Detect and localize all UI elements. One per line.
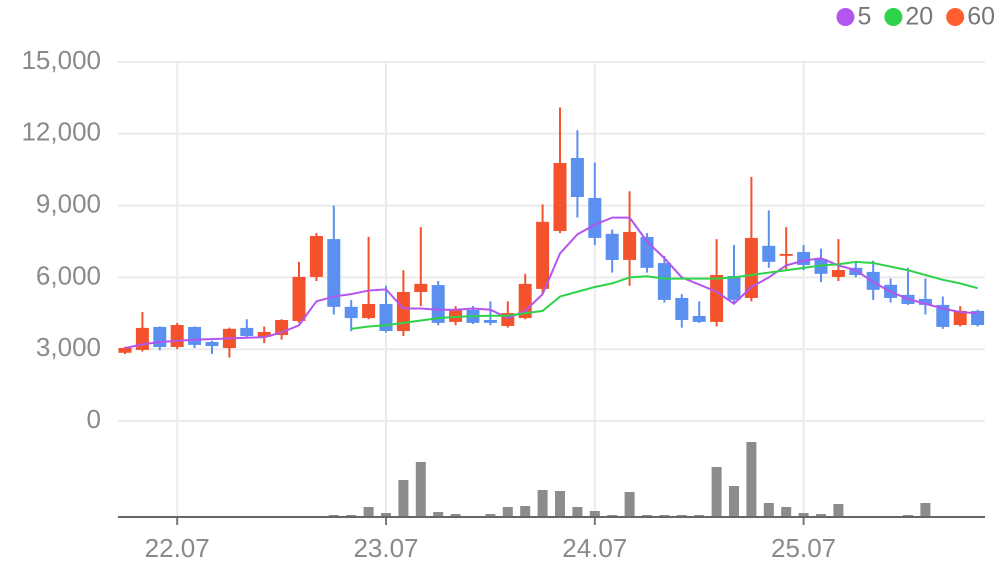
- candle-body: [344, 306, 358, 319]
- candle-body: [414, 283, 428, 292]
- y-tick-label: 6,000: [36, 260, 101, 290]
- ma-line: [351, 260, 978, 330]
- volume-bar: [433, 512, 444, 517]
- candle-body: [779, 253, 793, 256]
- candle-body: [205, 342, 219, 347]
- candle-body: [953, 310, 967, 326]
- candle-body: [431, 285, 445, 323]
- candle-body: [657, 263, 671, 300]
- candle-body: [710, 275, 724, 322]
- candle-body: [797, 252, 811, 265]
- x-tick-label: 22.07: [145, 533, 210, 563]
- candle-body: [692, 315, 706, 322]
- candle-body: [971, 310, 985, 326]
- candle-body: [240, 327, 254, 337]
- volume-bar: [746, 442, 757, 517]
- legend-label: 20: [905, 3, 933, 31]
- x-tick-label: 24.07: [562, 533, 627, 563]
- volume-bar: [502, 507, 513, 517]
- volume-bar: [798, 513, 809, 517]
- candle-body: [623, 231, 637, 260]
- candle-body: [379, 303, 393, 332]
- volume-bar: [485, 514, 496, 517]
- volume-bar: [589, 511, 600, 517]
- candle-body: [675, 297, 689, 321]
- candle-body: [727, 275, 741, 300]
- legend-label: 5: [857, 3, 871, 31]
- volume-bar: [381, 513, 391, 517]
- candle-body: [309, 235, 323, 277]
- x-tick-label: 25.07: [771, 533, 836, 563]
- volume-bar: [624, 492, 635, 517]
- candle-body: [866, 271, 880, 290]
- volume-bar: [833, 504, 844, 517]
- volume-bar: [572, 507, 583, 517]
- candle-body: [553, 162, 567, 231]
- candle-body: [588, 197, 602, 238]
- candle-body: [918, 298, 932, 305]
- y-tick-label: 9,000: [36, 188, 101, 218]
- volume-bar: [520, 506, 531, 517]
- candle-body: [257, 331, 271, 337]
- volume-bar: [537, 490, 548, 517]
- candle-body: [536, 221, 550, 289]
- candle-body: [170, 325, 184, 348]
- legend-marker: [836, 8, 855, 26]
- legend-marker: [946, 8, 965, 26]
- volume-bar: [555, 491, 565, 517]
- y-tick-label: 0: [87, 404, 101, 434]
- x-tick-label: 23.07: [353, 533, 418, 563]
- candle-body: [396, 291, 410, 332]
- volume-bar: [816, 514, 826, 517]
- candle-body: [362, 303, 376, 319]
- legend-marker: [884, 8, 903, 26]
- volume-bar: [398, 480, 409, 517]
- candle-body: [605, 233, 619, 260]
- candle-body: [936, 304, 950, 327]
- legend: 60 20 5: [836, 3, 995, 31]
- candle-body: [153, 326, 167, 348]
- volume-bar: [450, 514, 461, 517]
- volume-bar: [415, 462, 426, 517]
- volume-bar: [920, 503, 931, 517]
- candle-body: [831, 269, 845, 277]
- volume-bar: [781, 507, 792, 517]
- legend-label: 60: [967, 3, 995, 31]
- volume-bar: [763, 503, 774, 517]
- candle-body: [118, 348, 132, 353]
- candle-body: [762, 245, 776, 262]
- candle-body: [744, 237, 758, 298]
- candle-body: [570, 157, 584, 197]
- volume-bar: [729, 486, 739, 517]
- candle-body: [483, 320, 497, 323]
- volume-bar: [711, 467, 722, 517]
- candle-body: [292, 276, 306, 321]
- volume-bar: [363, 507, 374, 517]
- candle-body: [518, 283, 532, 319]
- candle-body: [135, 327, 149, 350]
- candle-body: [327, 239, 341, 307]
- y-tick-label: 12,000: [21, 117, 101, 147]
- candle-body: [188, 326, 202, 345]
- y-tick-label: 3,000: [36, 332, 101, 362]
- y-tick-label: 15,000: [21, 45, 101, 75]
